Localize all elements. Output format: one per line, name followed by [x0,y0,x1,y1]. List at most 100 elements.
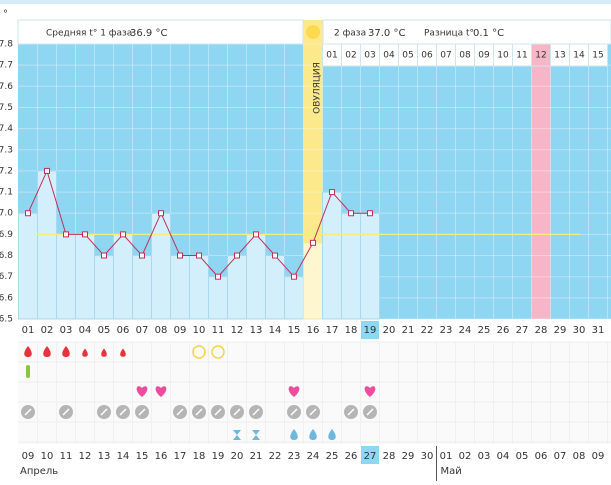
day-label: 18 [345,325,358,336]
temperature-point [215,273,221,280]
date-label: 27 [364,451,377,462]
ring-icon [211,345,225,359]
temperature-point [310,239,316,246]
temperature-point [367,210,373,217]
cycle-day-label: 13 [554,51,565,61]
day-label: 07 [136,325,149,336]
day-label: 14 [269,325,282,336]
day-label: 12 [231,325,244,336]
pill-stroke [176,408,184,416]
date-label: 19 [212,451,225,462]
day-label: 25 [478,325,491,336]
day-label: 17 [326,325,339,336]
temperature-bar [56,233,76,320]
cycle-day-label: 06 [421,51,433,61]
drop-icon [62,346,70,357]
date-label: 26 [345,451,358,462]
hourglass-icon [252,430,260,440]
date-label: 30 [421,451,434,462]
hourglass-icon [233,430,241,440]
pill-stroke [214,408,222,416]
temperature-point [272,252,278,259]
temperature-point [253,231,259,238]
y-tick-label: 36.5 [0,315,13,325]
day-label: 31 [592,325,605,336]
day-label: 16 [307,325,320,336]
day-label: 28 [535,325,548,336]
cycle-day-label: 02 [345,51,356,61]
y-tick-label: 37.8 [0,40,13,50]
heart-icon [136,386,148,397]
temperature-point [82,231,88,238]
date-label: 08 [573,451,586,462]
day-label: 06 [117,325,130,336]
temperature-bar [284,276,304,320]
cycle-day-label: 08 [459,51,471,61]
day-label: 09 [174,325,187,336]
y-tick-label: 37.7 [0,61,13,71]
temperature-bar [189,255,209,320]
cycle-day-label: 01 [326,51,337,61]
temperature-bar [18,212,38,320]
date-label: 29 [402,451,415,462]
drop-icon [120,348,126,357]
cycle-day-label: 09 [478,51,490,61]
date-label: 09 [22,451,35,462]
date-label: 09 [592,451,605,462]
symbol-grid-bg [18,342,611,444]
pill-stroke [138,408,146,416]
y-tick-label: 37.6 [0,82,13,92]
diff-label: Разница t° [424,29,474,39]
pill-stroke [24,408,32,416]
phase1-box [17,19,304,45]
cycle-day-label: 15 [592,51,603,61]
date-label: 02 [459,451,472,462]
pill-stroke [100,408,108,416]
day-label: 04 [79,325,92,336]
date-label: 17 [174,451,187,462]
date-label: 10 [41,451,54,462]
day-label: 10 [193,325,206,336]
day-label: 27 [516,325,529,336]
date-label: 01 [440,451,453,462]
day-label: 15 [288,325,301,336]
temperature-bar [94,255,114,320]
temperature-point [44,167,50,174]
temperature-point [348,210,354,217]
y-tick-label: 37.4 [0,124,13,134]
temperature-point [196,252,202,259]
temperature-point [63,231,69,238]
month-label: Апрель [20,466,58,477]
pill-stroke [195,408,203,416]
heart-icon [364,386,376,397]
phase2-label: 2 фаза [334,29,366,39]
temperature-point [158,210,164,217]
phase1-label: Средняя t° 1 фаза [46,29,132,39]
date-label: 23 [288,451,301,462]
day-label: 13 [250,325,263,336]
y-tick-label: 37.2 [0,166,13,176]
date-label: 25 [326,451,339,462]
pill-stroke [309,408,317,416]
date-label: 28 [383,451,396,462]
phase2-value: 37.0 °C [368,28,405,39]
temperature-bar [265,255,285,320]
temperature-bar [132,255,152,320]
drop-icon [82,348,88,357]
cycle-day-label: 07 [440,51,451,61]
date-label: 13 [98,451,111,462]
temperature-bar [227,255,247,320]
pill-stroke [233,408,241,416]
cycle-day-label: 05 [402,51,413,61]
date-label: 07 [554,451,567,462]
date-label: 14 [117,451,130,462]
temperature-point [120,231,126,238]
y-tick-label: 36.8 [0,251,13,261]
date-label: 24 [307,451,320,462]
date-label: 04 [497,451,510,462]
temperature-bar [170,255,190,320]
top-border [0,0,611,4]
ring-icon [192,345,206,359]
